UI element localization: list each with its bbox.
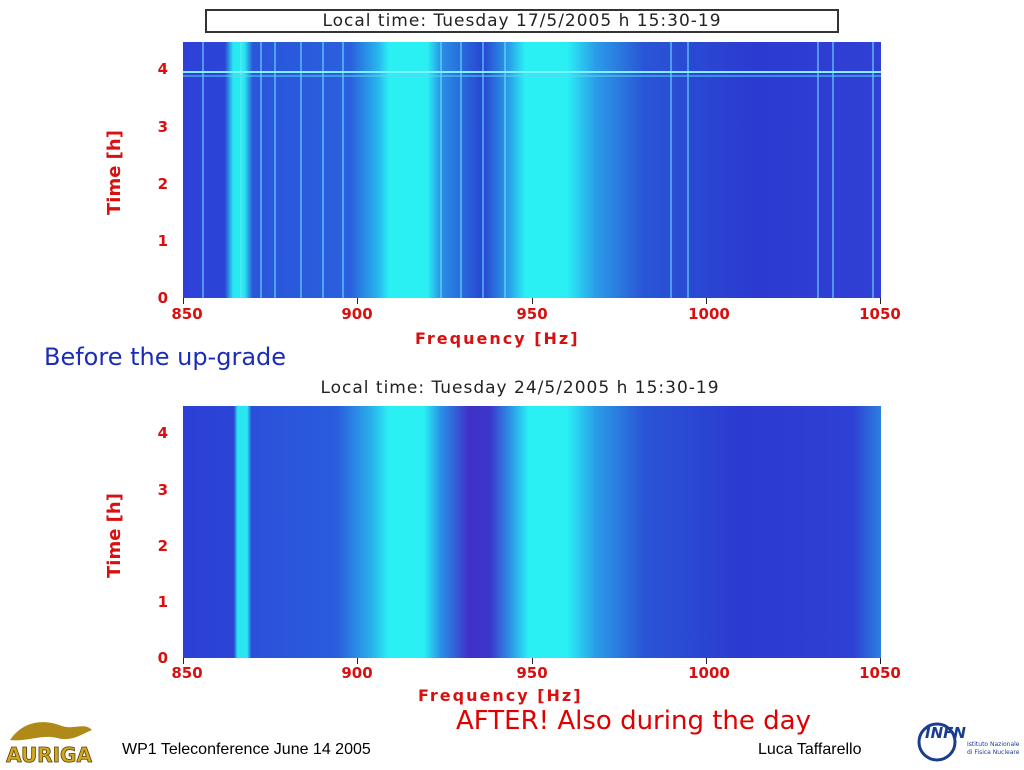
- after-caption: AFTER! Also during the day: [456, 706, 811, 736]
- before-caption: Before the up-grade: [44, 343, 287, 371]
- infn-logo: INFN Istituto Nazionale di Fisica Nuclea…: [915, 712, 1021, 764]
- top-y-tick-3: 3: [157, 118, 168, 136]
- top-x-tick-950: 950: [516, 305, 548, 323]
- svg-text:di Fisica Nucleare: di Fisica Nucleare: [967, 749, 1020, 756]
- top-y-tick-0: 0: [157, 289, 168, 307]
- bottom-chart-title: Local time: Tuesday 24/5/2005 h 15:30-19: [320, 378, 720, 398]
- top-x-tick-1050: 1050: [859, 305, 901, 323]
- bottom-x-tick-950: 950: [516, 664, 548, 682]
- bottom-y-tick-1: 1: [157, 593, 168, 611]
- bottom-chart-xlabel: Frequency [Hz]: [418, 686, 583, 705]
- bottom-x-tick-1050: 1050: [859, 664, 901, 682]
- top-y-tick-1: 1: [157, 232, 168, 250]
- bottom-y-tick-4: 4: [157, 424, 168, 442]
- bottom-x-tick-850: 850: [171, 664, 203, 682]
- top-y-tick-2: 2: [157, 175, 168, 193]
- infn-logo-icon: INFN Istituto Nazionale di Fisica Nuclea…: [917, 722, 1020, 762]
- bottom-chart-ylabel: Time [h]: [104, 493, 125, 578]
- top-heatmap: [183, 42, 881, 298]
- bottom-heatmap: [183, 406, 881, 658]
- bottom-y-tick-0: 0: [157, 649, 168, 667]
- top-x-tick-1000: 1000: [688, 305, 730, 323]
- author-label: Luca Taffarello: [758, 741, 862, 758]
- top-y-tick-4: 4: [157, 60, 168, 78]
- auriga-logo: AURIGA: [2, 712, 96, 767]
- svg-text:Istituto Nazionale: Istituto Nazionale: [967, 741, 1020, 748]
- top-chart-plot: [183, 42, 881, 298]
- top-heatmap-lines: [202, 42, 874, 298]
- top-x-tick-900: 900: [341, 305, 373, 323]
- top-chart-xlabel: Frequency [Hz]: [415, 329, 580, 348]
- bottom-y-tick-2: 2: [157, 537, 168, 555]
- bottom-y-tick-3: 3: [157, 481, 168, 499]
- bottom-x-tick-900: 900: [341, 664, 373, 682]
- svg-text:AURIGA: AURIGA: [6, 743, 92, 766]
- top-chart-title: Local time: Tuesday 17/5/2005 h 15:30-19: [205, 9, 839, 33]
- top-x-tick-850: 850: [171, 305, 203, 323]
- bottom-chart-plot: [183, 406, 881, 658]
- bottom-x-tick-1000: 1000: [688, 664, 730, 682]
- svg-text:INFN: INFN: [925, 724, 966, 742]
- top-chart-ylabel: Time [h]: [104, 130, 125, 215]
- auriga-logo-icon: AURIGA: [6, 722, 93, 767]
- conference-label: WP1 Teleconference June 14 2005: [122, 741, 371, 758]
